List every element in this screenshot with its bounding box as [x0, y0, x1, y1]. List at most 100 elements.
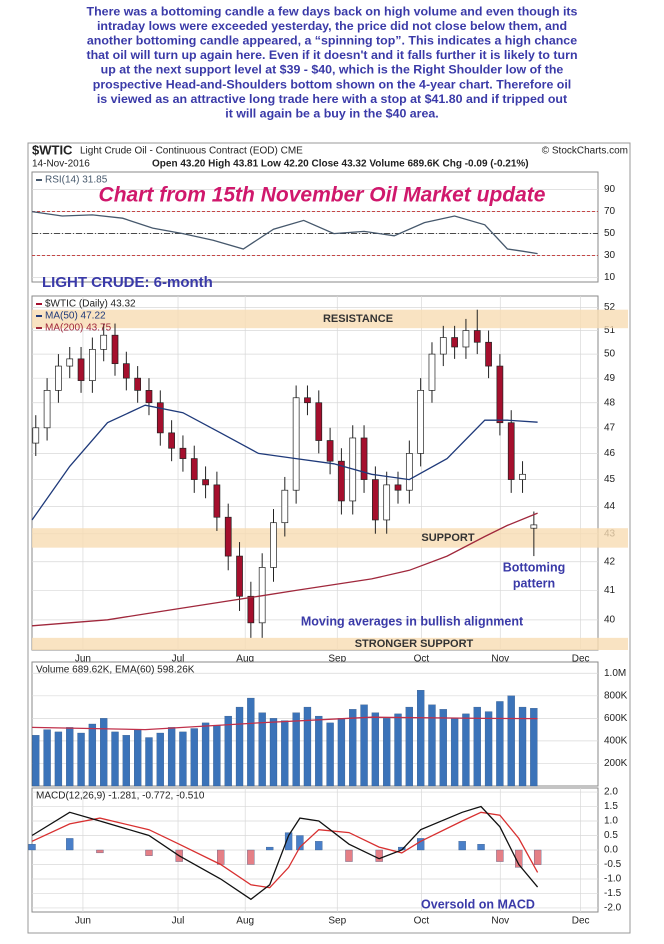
- band-label: SUPPORT: [421, 532, 474, 544]
- date: 14-Nov-2016: [32, 159, 90, 170]
- legend-entry: $WTIC (Daily) 43.32: [45, 299, 136, 310]
- y-tick-label: -0.5: [604, 859, 622, 870]
- bar: [258, 712, 266, 787]
- band: [32, 637, 628, 650]
- bar: [122, 735, 130, 787]
- y-tick-label: 400K: [604, 736, 628, 747]
- candle-body: [156, 402, 164, 434]
- y-tick-label: 70: [604, 206, 616, 217]
- candle-body: [236, 555, 243, 597]
- candle-body: [338, 460, 345, 502]
- bar: [530, 708, 538, 787]
- bar: [224, 715, 232, 787]
- instrument-name: Light Crude Oil - Continuous Contract (E…: [80, 146, 303, 157]
- y-tick-label: 44: [604, 501, 616, 512]
- x-tick-label: Dec: [572, 654, 590, 665]
- bar: [383, 718, 391, 787]
- bar: [337, 718, 346, 787]
- candle-body: [213, 484, 221, 518]
- bar: [96, 849, 104, 854]
- symbol: $WTIC: [32, 142, 73, 157]
- x-tick-label: Aug: [236, 916, 254, 927]
- bar: [484, 711, 493, 787]
- bar: [371, 712, 380, 787]
- x-tick-label: Dec: [572, 916, 590, 927]
- band: [32, 309, 628, 329]
- x-tick-label: Nov: [491, 916, 509, 927]
- bar: [167, 727, 176, 787]
- line-series: [31, 512, 538, 627]
- y-tick-label: 600K: [604, 713, 628, 724]
- bar: [145, 737, 153, 787]
- bar: [428, 704, 436, 787]
- candle-body: [473, 330, 481, 343]
- band: [32, 528, 628, 548]
- bar: [111, 731, 119, 787]
- bar: [217, 849, 225, 865]
- candle-body: [168, 432, 175, 449]
- bar: [179, 731, 187, 787]
- x-tick-label: Jun: [75, 654, 91, 665]
- bar: [66, 838, 74, 851]
- bar: [405, 706, 413, 787]
- candle-body: [281, 489, 289, 524]
- bar: [269, 718, 278, 787]
- x-tick-label: Sep: [328, 916, 346, 927]
- y-tick-label: 1.0: [604, 816, 618, 827]
- bar: [54, 731, 63, 787]
- bar: [190, 728, 198, 787]
- y-tick-label: 1.0M: [604, 668, 626, 679]
- annotation-title: Chart from 15th November Oil Market upda…: [99, 184, 546, 207]
- candle-body: [134, 377, 142, 391]
- bar: [100, 718, 108, 787]
- candle-body: [360, 437, 368, 480]
- line-series: [31, 404, 538, 521]
- bar: [303, 706, 312, 787]
- paragraph-line: prospective Head-and-Shoulders bottom sh…: [93, 77, 572, 91]
- candle-body: [507, 422, 515, 480]
- bar: [439, 709, 447, 787]
- candle-body: [55, 365, 62, 391]
- bar: [43, 729, 51, 787]
- candle-body: [145, 390, 153, 404]
- bar: [247, 849, 255, 865]
- candle-body: [111, 334, 119, 365]
- candle-body: [439, 337, 447, 355]
- panel-title: LIGHT CRUDE: 6-month: [42, 274, 213, 291]
- paragraph-line: that oil will turn up again here. Even i…: [86, 48, 577, 62]
- paragraph-line: is viewed as an attractive long trade he…: [97, 92, 567, 106]
- bar: [284, 832, 293, 851]
- panel-label: Volume 689.62K, EMA(60) 598.26K: [36, 665, 195, 676]
- panel: 200K 400K 600K 800K 1.0M Volume 689.62K, EMA(…: [31, 661, 628, 787]
- y-tick-label: 47: [604, 422, 616, 433]
- bar: [315, 715, 323, 787]
- candle-body: [247, 595, 255, 624]
- annotation: Oversold on MACD: [421, 897, 535, 911]
- annotation: Moving averages in bullish alignment: [301, 614, 524, 628]
- bar: [281, 720, 289, 787]
- candle-body: [122, 363, 130, 379]
- bar: [32, 735, 40, 787]
- y-tick-label: -2.0: [604, 903, 622, 914]
- y-tick-label: 45: [604, 474, 616, 485]
- line-series: [31, 716, 538, 731]
- candle-body: [66, 358, 74, 367]
- bar: [213, 724, 221, 787]
- y-tick-label: 90: [604, 184, 616, 195]
- paragraph-line: intraday lows were exceeded yesterday, t…: [97, 19, 567, 33]
- candle-body: [372, 479, 379, 521]
- bar: [28, 844, 36, 851]
- y-tick-label: 41: [604, 585, 616, 596]
- candle-body: [315, 402, 323, 441]
- x-tick-label: Jul: [172, 916, 185, 927]
- candle-body: [190, 458, 198, 480]
- y-tick-label: 50: [604, 228, 616, 239]
- candle-body: [202, 479, 209, 486]
- y-tick-label: 42: [604, 556, 616, 567]
- candle-body: [292, 397, 300, 491]
- bar: [533, 849, 542, 865]
- y-tick-label: 10: [604, 272, 616, 283]
- candle-body: [485, 341, 492, 367]
- bar: [394, 713, 402, 787]
